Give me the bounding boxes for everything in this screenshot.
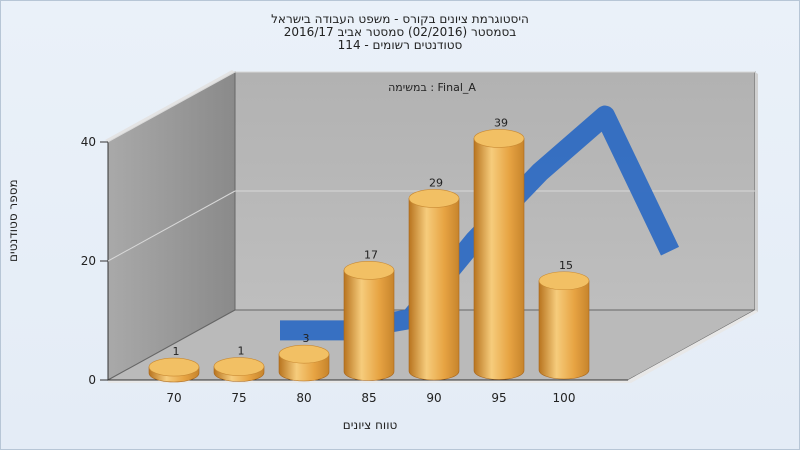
bar-top [408,189,460,208]
x-tick-label: 80 [296,391,311,405]
bar-85 [343,261,395,381]
bar-top [278,344,330,364]
bar-90 [408,189,460,381]
bar-top [148,357,200,377]
bar-body [343,270,395,381]
bar-top [538,271,590,291]
data-label: 15 [559,259,573,272]
gridline-side [107,71,236,143]
bar-95 [473,129,525,380]
chart-title-line-3: סטודנטים רשומים - 114 [337,38,463,52]
x-tick-label: 95 [491,391,506,405]
label-layer: 0 20 40 1 1 3 17 29 39 15 70 75 80 85 90 95 100 [81,116,576,405]
gridline-side [107,190,236,262]
x-tick-label: 70 [166,391,181,405]
chart-title-line-2: בסמסטר (02/2016) סמסטר אביב 2016/17 [283,25,517,39]
floor-right-edge [628,310,758,383]
x-tick-label: 75 [231,391,246,405]
y-tick-label: 20 [81,254,96,268]
y-tick-label: 40 [81,135,96,149]
x-tick-label: 85 [361,391,376,405]
bar-100 [538,271,590,380]
data-label: 39 [494,116,508,129]
x-tick-label: 100 [553,391,576,405]
bar-layer [148,129,590,383]
bar-top [473,129,525,148]
bar-body [408,198,460,381]
bar-80 [278,344,330,382]
data-label: 1 [173,345,180,358]
bar-top [343,261,395,280]
bar-70 [148,357,200,383]
bar-75 [213,357,265,382]
bar-top [213,357,265,376]
y-tick-label: 0 [88,373,96,387]
x-tick-label: 90 [426,391,441,405]
y-axis-label: מספר סטודנטים [6,179,20,262]
bar-body [538,280,590,380]
series-annotation: במשימה : Final_A [388,81,476,94]
data-label: 29 [429,176,443,189]
data-label: 1 [238,345,245,358]
left-wall-top-edge [105,70,235,142]
x-axis-label: טווח ציונים [342,418,398,432]
chart-title-line-1: היסטוגרמת ציונים בקורס - משפט העבודה ביש… [271,12,529,26]
back-wall-edge [755,72,758,312]
bar-body [473,138,525,380]
data-label: 17 [364,248,378,261]
data-label: 3 [303,332,310,345]
